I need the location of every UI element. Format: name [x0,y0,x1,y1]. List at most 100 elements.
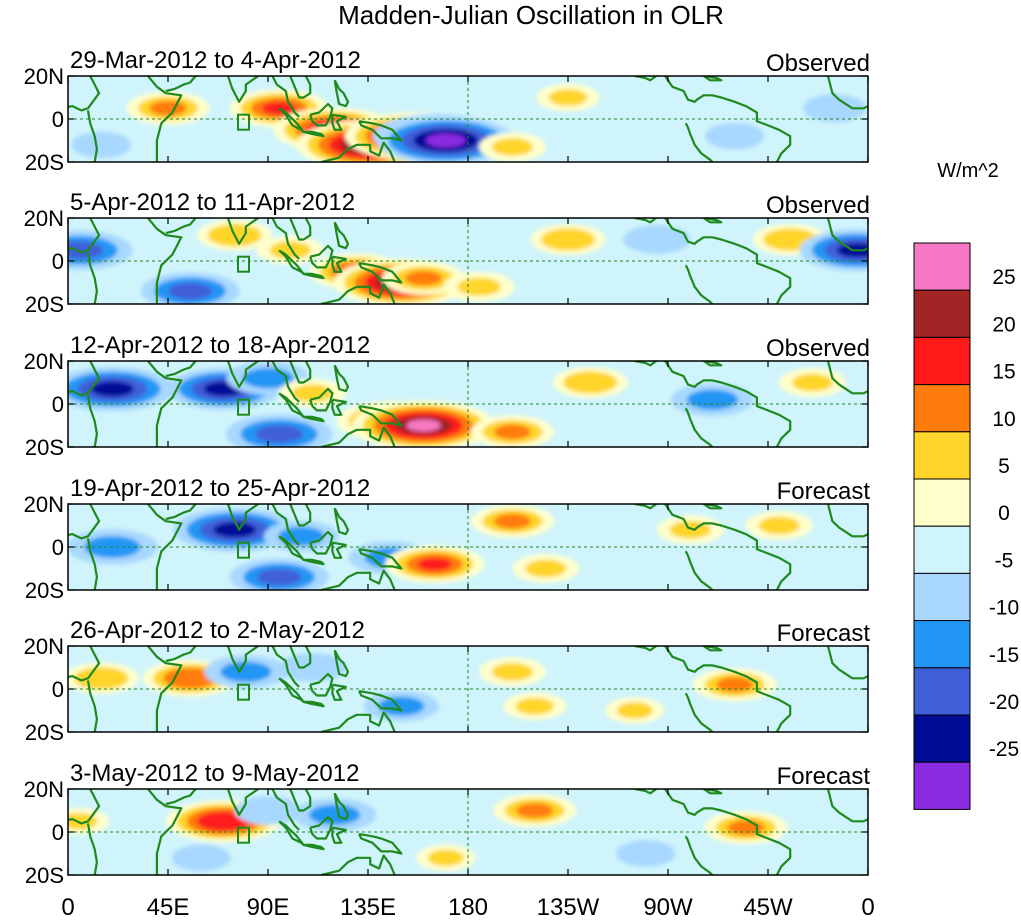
x-tick-label: 45W [743,894,793,920]
anomaly-contour [548,89,588,106]
coastline [358,833,403,855]
region-box [237,826,250,844]
anomaly-contour [309,804,361,825]
colorbar-label: 25 [992,266,1015,289]
colorbar-units-label: W/m^2 [937,160,999,182]
coastline [684,550,714,590]
x-tick-label: 0 [61,894,74,920]
coastline [333,792,350,821]
colorbar-swatch [913,620,971,669]
coastline [289,646,312,669]
coastline [147,218,183,304]
coastline [333,649,350,678]
colorbar-label: 20 [992,313,1015,336]
coastline [86,110,98,162]
coastline [331,113,347,131]
coastline [303,272,325,280]
coastline [702,76,723,82]
coastline [358,548,403,570]
region-box [237,683,250,701]
y-tick-label: 20N [24,634,64,659]
coastline [303,415,325,423]
coastline [165,504,197,521]
colorbar-label: -10 [989,597,1019,620]
panel-kind-label: Forecast [777,478,871,505]
anomaly-contour [168,282,213,300]
y-tick-label: 20S [25,578,64,603]
coastline [826,504,868,538]
anomaly-contour [791,373,834,392]
colorbar-label: -25 [989,738,1019,761]
anomaly-contour [171,844,231,872]
anomaly-contour [494,513,531,529]
anomaly-contour [425,133,466,148]
anomaly-contour [516,803,554,818]
anomaly-contour [269,241,311,260]
x-tick-label: 135E [340,894,396,920]
coastline [358,690,403,712]
coastline [333,79,350,108]
colorbar-label: 0 [998,502,1010,525]
panel: 5-Apr-2012 to 11-Apr-2012 Observed 20N 0 20S [24,189,870,317]
x-tick-label: 90W [643,894,693,920]
coastline [86,252,98,304]
anomaly-contour [494,424,531,440]
panel-period-label: 5-Apr-2012 to 11-Apr-2012 [70,189,355,216]
anomaly-contour [255,425,303,443]
coastline [321,711,396,732]
coastline [278,677,305,703]
colorbar-swatch [913,714,971,763]
coastline [68,218,101,254]
coastline [278,392,305,418]
y-tick-label: 20N [24,64,64,89]
coastline [702,361,723,367]
coastline [147,789,183,875]
coastline [309,530,334,555]
colorbar-label: -5 [995,549,1014,572]
y-tick-label: 20S [25,435,64,460]
y-tick-label: 0 [52,535,64,560]
anomaly-contour [84,671,119,686]
y-tick-label: 20S [25,720,64,745]
coastline [68,646,101,682]
y-tick-label: 20N [24,777,64,802]
x-tick-label: 45E [147,894,190,920]
anomaly-contour [427,849,464,866]
coastline [86,395,98,447]
panel-kind-label: Forecast [777,620,871,647]
coastline [225,218,300,260]
coastline [68,76,101,112]
coastline [289,789,312,812]
coastline [86,823,98,875]
panel: 12-Apr-2012 to 18-Apr-2012 Observed 20N 0 20… [24,332,870,460]
panel-period-label: 3-May-2012 to 9-May-2012 [70,760,359,787]
anomaly-contour [573,375,607,390]
coastline [68,789,101,825]
region-box [237,113,250,131]
coastline [321,283,396,304]
colorbar-label: -20 [989,691,1019,714]
colorbar-swatch [913,572,971,622]
x-tick-label: 180 [448,894,488,920]
coastline [225,646,300,688]
coastline [702,789,723,795]
coastline [331,255,347,273]
coastline [165,361,197,378]
anomaly-contour [261,101,297,115]
coastline [331,398,347,416]
panel-group: 29-Mar-2012 to 4-Apr-2012 Observed 20N 0 20S… [24,47,871,888]
anomaly-contour [378,696,425,716]
y-tick-label: 20N [24,349,64,374]
coastline [68,361,101,397]
coastline [333,221,350,250]
coastline [321,854,396,875]
coastline [278,107,305,133]
anomaly-contour [406,419,441,432]
coastline [702,646,723,652]
y-tick-label: 0 [52,820,64,845]
anomaly-contour [417,557,452,571]
coastline [289,76,312,99]
panel-kind-label: Observed [766,192,870,219]
anomaly-contour [491,662,534,681]
chart-title: Madden-Julian Oscillation in OLR [338,0,724,30]
